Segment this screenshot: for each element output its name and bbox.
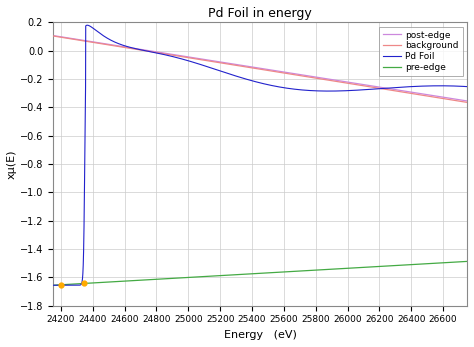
post-edge bbox=[464, 99, 470, 103]
background bbox=[295, 73, 301, 77]
background bbox=[71, 37, 77, 41]
background bbox=[50, 34, 56, 38]
background bbox=[200, 58, 206, 62]
pre-edge bbox=[379, 264, 385, 268]
pre-edge bbox=[50, 283, 56, 287]
Line: post-edge: post-edge bbox=[53, 35, 467, 101]
background bbox=[357, 83, 363, 87]
pre-edge bbox=[357, 265, 363, 270]
Pd Foil bbox=[313, 89, 319, 93]
post-edge bbox=[50, 33, 56, 37]
pre-edge bbox=[71, 282, 77, 286]
post-edge bbox=[71, 37, 77, 41]
Pd Foil bbox=[379, 86, 385, 91]
post-edge bbox=[313, 75, 319, 79]
X-axis label: Energy   (eV): Energy (eV) bbox=[224, 330, 296, 340]
post-edge bbox=[379, 85, 385, 90]
Title: Pd Foil in energy: Pd Foil in energy bbox=[208, 7, 312, 20]
Pd Foil bbox=[357, 88, 363, 92]
Line: background: background bbox=[53, 36, 467, 102]
post-edge bbox=[200, 57, 206, 61]
post-edge bbox=[295, 72, 301, 76]
Line: pre-edge: pre-edge bbox=[53, 261, 467, 285]
post-edge bbox=[357, 82, 363, 86]
background bbox=[464, 100, 470, 104]
pre-edge bbox=[200, 274, 206, 279]
background bbox=[379, 87, 385, 91]
Pd Foil bbox=[84, 23, 90, 27]
Pd Foil bbox=[71, 283, 77, 287]
pre-edge bbox=[313, 268, 319, 272]
Pd Foil bbox=[50, 283, 56, 287]
Y-axis label: xμ(E): xμ(E) bbox=[7, 150, 17, 179]
Pd Foil bbox=[295, 87, 301, 92]
Line: Pd Foil: Pd Foil bbox=[53, 25, 467, 285]
Legend: post-edge, background, Pd Foil, pre-edge: post-edge, background, Pd Foil, pre-edge bbox=[379, 27, 463, 76]
background bbox=[313, 76, 319, 80]
pre-edge bbox=[295, 269, 301, 273]
Pd Foil bbox=[464, 85, 470, 89]
Pd Foil bbox=[200, 63, 206, 67]
pre-edge bbox=[464, 259, 470, 263]
